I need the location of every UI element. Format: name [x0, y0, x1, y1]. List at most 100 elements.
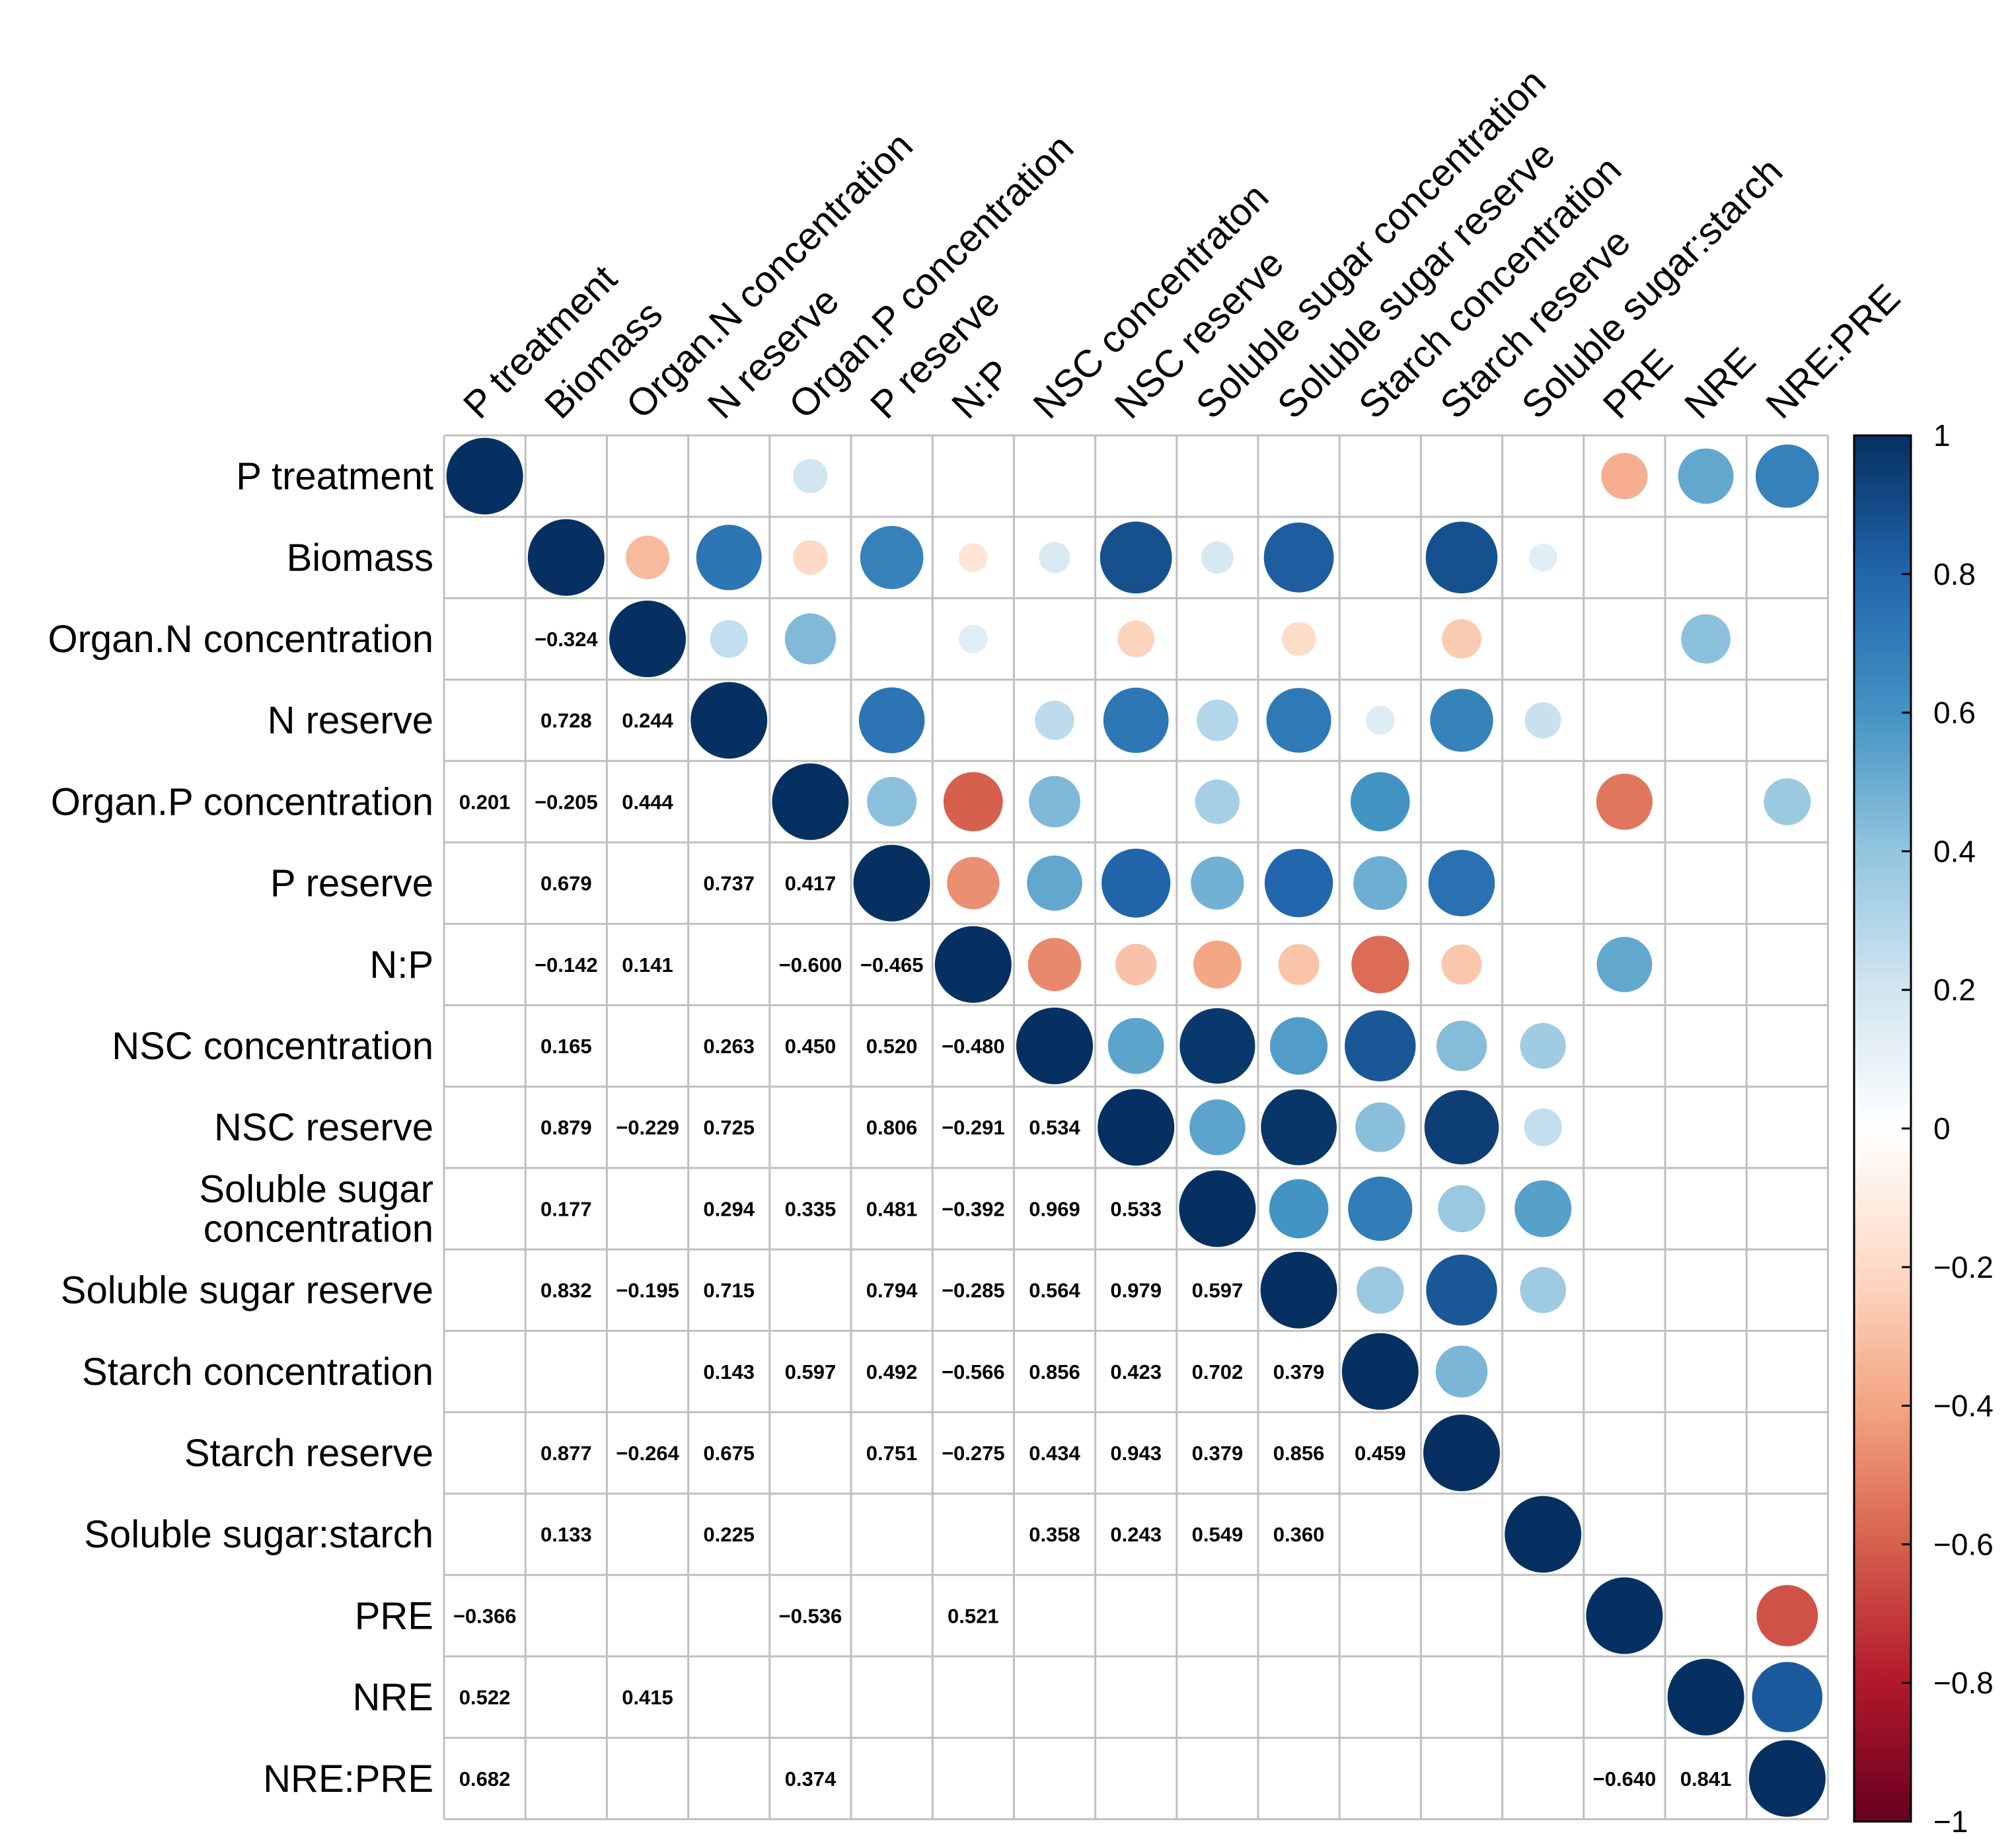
corr-circle-r4-c16 — [1764, 778, 1811, 825]
row-label-12: Starch reserve — [184, 1432, 433, 1475]
corr-circle-r6-c8 — [1115, 943, 1157, 986]
corr-circle-r5-c6 — [947, 857, 1000, 910]
corr-value-r9-c6: −0.392 — [942, 1197, 1005, 1220]
colorbar-gradient — [1853, 434, 1912, 1823]
corr-value-r5-c4: 0.417 — [785, 872, 837, 895]
row-label-1: Biomass — [287, 536, 433, 579]
corr-value-r4-c0: 0.201 — [459, 790, 511, 813]
corr-circle-r8-c13 — [1524, 1108, 1562, 1146]
corr-circle-r4-c4 — [772, 763, 849, 840]
corr-circle-r5-c10 — [1264, 848, 1333, 918]
corr-value-r13-c7: 0.358 — [1029, 1523, 1080, 1546]
corr-circle-r4-c14 — [1596, 773, 1653, 830]
corr-circle-r9-c13 — [1514, 1180, 1572, 1238]
corr-circle-r8-c9 — [1189, 1099, 1246, 1156]
corr-value-r9-c7: 0.969 — [1029, 1197, 1080, 1220]
corr-value-r2-c1: −0.324 — [535, 628, 598, 651]
corr-circle-r7-c10 — [1270, 1017, 1328, 1075]
corr-value-r8-c1: 0.879 — [541, 1116, 592, 1139]
corr-circle-r5-c7 — [1027, 855, 1082, 911]
corr-value-r13-c3: 0.225 — [703, 1523, 755, 1546]
corr-circle-r14-c14 — [1586, 1577, 1663, 1654]
corr-circle-r6-c11 — [1351, 936, 1409, 994]
corr-value-r6-c5: −0.465 — [860, 953, 924, 977]
row-label-16: NRE:PRE — [263, 1757, 433, 1800]
corr-circle-r12-c12 — [1423, 1415, 1500, 1491]
corr-value-r12-c1: 0.877 — [541, 1442, 592, 1465]
corr-value-r9-c8: 0.533 — [1110, 1197, 1162, 1220]
corr-value-r13-c9: 0.549 — [1192, 1523, 1244, 1546]
corr-circle-r3-c5 — [858, 687, 925, 753]
corr-value-r3-c1: 0.728 — [541, 709, 592, 732]
corr-circle-r5-c5 — [853, 844, 930, 922]
corr-circle-r11-c12 — [1435, 1345, 1488, 1398]
corr-circle-r4-c7 — [1029, 776, 1080, 828]
corr-circle-r1-c7 — [1039, 542, 1070, 573]
corr-circle-r2-c2 — [609, 601, 686, 677]
corr-circle-r6-c12 — [1441, 944, 1482, 985]
corr-circle-r6-c14 — [1596, 936, 1653, 992]
corr-circle-r7-c11 — [1345, 1010, 1416, 1082]
corr-circle-r1-c2 — [626, 535, 669, 579]
corr-circle-r3-c12 — [1430, 688, 1493, 752]
corr-value-r14-c4: −0.536 — [779, 1604, 842, 1627]
row-label-14: PRE — [355, 1594, 433, 1637]
corr-circle-r5-c12 — [1428, 850, 1495, 916]
row-label-13: Soluble sugar:starch — [84, 1513, 433, 1556]
corr-circle-r9-c10 — [1269, 1179, 1329, 1239]
corr-circle-r3-c13 — [1524, 702, 1561, 739]
row-label-10: Soluble sugar reserve — [61, 1269, 433, 1312]
colorbar-tick-label: 0.2 — [1933, 973, 1976, 1007]
corr-circle-r5-c11 — [1353, 856, 1407, 910]
corr-value-r7-c6: −0.480 — [942, 1035, 1005, 1058]
corr-value-r7-c5: 0.520 — [866, 1035, 918, 1058]
corr-circle-r9-c11 — [1348, 1176, 1413, 1241]
colorbar-tick-label: 0.8 — [1933, 557, 1976, 591]
corr-circle-r9-c9 — [1179, 1170, 1256, 1247]
corr-value-r14-c6: 0.521 — [948, 1604, 999, 1627]
corr-circle-r4-c6 — [943, 772, 1003, 832]
corr-circle-r16-c16 — [1748, 1740, 1826, 1817]
corr-value-r3-c2: 0.244 — [622, 709, 673, 732]
corr-value-r9-c3: 0.294 — [703, 1197, 755, 1220]
corr-circle-r15-c15 — [1667, 1658, 1744, 1736]
corr-value-r5-c1: 0.679 — [541, 872, 592, 895]
corr-value-r6-c2: 0.141 — [622, 953, 673, 977]
colorbar-tick-label: 0 — [1933, 1111, 1951, 1146]
column-label-15: NRE — [1676, 340, 1764, 427]
corr-value-r11-c7: 0.856 — [1029, 1360, 1080, 1384]
corr-value-r12-c6: −0.275 — [942, 1442, 1005, 1465]
corr-value-r12-c11: 0.459 — [1355, 1442, 1406, 1465]
corr-circle-r3-c11 — [1365, 706, 1395, 735]
corr-circle-r1-c3 — [696, 525, 762, 591]
corr-value-r4-c1: −0.205 — [535, 790, 598, 813]
corr-circle-r3-c9 — [1197, 699, 1238, 741]
corr-circle-r0-c0 — [446, 437, 523, 515]
corr-value-r12-c5: 0.751 — [866, 1442, 918, 1465]
corr-value-r11-c4: 0.597 — [785, 1360, 837, 1384]
corr-circle-r1-c6 — [958, 542, 988, 572]
corr-value-r9-c5: 0.481 — [866, 1197, 918, 1220]
corr-value-r15-c0: 0.522 — [459, 1686, 511, 1709]
corr-value-r10-c7: 0.564 — [1029, 1279, 1080, 1302]
corr-circle-r0-c14 — [1601, 453, 1648, 499]
corr-circle-r10-c12 — [1426, 1254, 1497, 1326]
corr-circle-r9-c12 — [1438, 1185, 1485, 1233]
corr-circle-r10-c13 — [1520, 1267, 1566, 1313]
colorbar-tick-label: −1 — [1933, 1804, 1968, 1839]
corr-circle-r2-c10 — [1282, 622, 1316, 656]
corr-circle-r2-c15 — [1681, 614, 1731, 664]
corr-value-r11-c8: 0.423 — [1110, 1360, 1162, 1384]
corr-circle-r8-c12 — [1424, 1090, 1499, 1165]
corr-circle-r7-c9 — [1179, 1008, 1255, 1084]
corr-value-r9-c1: 0.177 — [541, 1197, 592, 1220]
corr-circle-r6-c7 — [1027, 938, 1082, 992]
corr-circle-r15-c16 — [1752, 1662, 1822, 1732]
colorbar-tick-label: −0.4 — [1933, 1389, 1994, 1423]
colorbar-tick-label: 1 — [1933, 418, 1951, 453]
corr-value-r16-c4: 0.374 — [785, 1767, 837, 1791]
corr-value-r12-c7: 0.434 — [1029, 1442, 1080, 1465]
corr-value-r8-c6: −0.291 — [942, 1116, 1005, 1139]
corr-value-r14-c0: −0.366 — [453, 1604, 517, 1627]
corr-value-r10-c3: 0.715 — [703, 1279, 755, 1302]
